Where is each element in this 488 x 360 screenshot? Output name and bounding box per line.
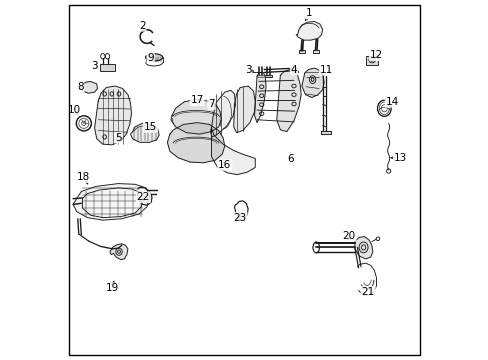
Polygon shape [301,68,324,98]
Text: 8: 8 [77,82,83,93]
Polygon shape [276,69,301,132]
Polygon shape [211,128,255,175]
Text: 13: 13 [393,153,407,163]
Text: 17: 17 [190,95,203,105]
Polygon shape [210,90,235,137]
Bar [264,75,271,77]
Text: 3: 3 [244,64,251,75]
Polygon shape [296,22,322,40]
Text: 7: 7 [208,99,214,109]
Text: 11: 11 [319,64,332,75]
Text: 4: 4 [290,64,297,75]
Text: 6: 6 [286,154,293,164]
Text: 16: 16 [218,160,231,170]
Polygon shape [233,86,255,133]
Text: 12: 12 [369,50,382,60]
Text: 23: 23 [233,213,246,222]
Text: 18: 18 [77,172,90,182]
Text: 3: 3 [91,61,98,71]
Bar [256,75,264,77]
Polygon shape [320,131,330,134]
Text: 21: 21 [361,287,374,297]
Polygon shape [73,184,149,220]
Text: 1: 1 [305,8,312,18]
Text: 14: 14 [385,97,398,107]
Text: 20: 20 [342,231,355,240]
Polygon shape [80,81,97,93]
Polygon shape [354,237,372,259]
Bar [366,55,377,64]
Bar [298,50,304,53]
Text: 10: 10 [67,105,81,115]
Text: 9: 9 [147,53,154,63]
Text: 15: 15 [143,122,157,132]
Polygon shape [171,99,221,134]
Polygon shape [167,123,224,163]
Text: 22: 22 [137,192,150,202]
Polygon shape [110,244,128,260]
Ellipse shape [145,54,163,61]
Polygon shape [254,72,265,123]
Text: 19: 19 [106,283,119,293]
Polygon shape [130,123,159,142]
Bar [100,64,115,71]
Bar [313,50,319,53]
Text: 5: 5 [115,133,122,143]
Text: 2: 2 [139,21,145,31]
Polygon shape [94,86,131,145]
